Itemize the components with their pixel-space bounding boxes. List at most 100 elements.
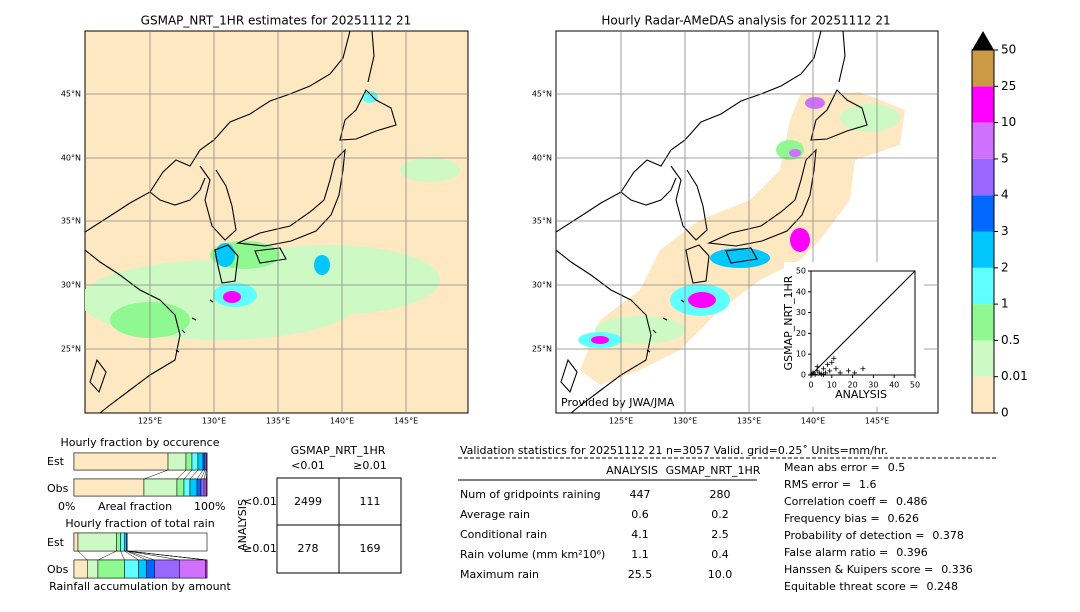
lon-label: 130°E [673, 417, 697, 426]
x-tick-label: 10 [827, 381, 837, 390]
score-name: False alarm ratio = [784, 546, 888, 559]
score-value: 0.5 [888, 461, 906, 474]
score-value: 0.336 [941, 563, 973, 576]
score-value: 0.486 [896, 495, 928, 508]
scatter-point [825, 362, 831, 368]
lat-label: 35°N [61, 217, 81, 226]
y-label: GSMAP_NRT_1HR [782, 275, 795, 370]
lat-label: 40°N [532, 154, 552, 163]
connector [120, 550, 125, 561]
colorbar-label: 2 [1001, 260, 1009, 274]
left-map: 45°N 40°N 35°N 30°N 25°N 125°E 130°E 135°E 140°E… [61, 30, 469, 426]
colorbar-segment [972, 86, 994, 123]
axis-label: Areal fraction [98, 500, 172, 513]
lon-label: 145°E [865, 417, 889, 426]
x-tick-label: 0 [808, 381, 813, 390]
column-label: GSMAP_NRT_1HR [666, 464, 761, 477]
lon-label: 125°E [609, 417, 633, 426]
score-value: 0.378 [932, 529, 964, 542]
colorbar-label: 3 [1001, 224, 1009, 238]
x-tick-label: 20 [848, 381, 858, 390]
scatter-point [852, 370, 858, 376]
cell: 278 [298, 542, 319, 555]
lon-label: 135°E [266, 417, 290, 426]
fraction-panels: Hourly fraction by occurence Est Obs 0% … [47, 436, 232, 593]
fraction-segment [167, 452, 187, 471]
score: Frequency bias = 0.626 [784, 512, 919, 525]
axis-right: 100% [194, 500, 225, 513]
score-value: 0.626 [888, 512, 920, 525]
colorbar: 0 0.01 0.5 1 2 3 4 5 10 25 50 [971, 31, 1028, 420]
fraction-segment [185, 452, 193, 471]
column-label: ≥0.01 [353, 459, 387, 472]
credit: Provided by JWA/JMA [561, 396, 675, 409]
row-label: Obs [47, 563, 69, 576]
stat-value: 0.4 [711, 548, 729, 561]
scatter-point [812, 371, 818, 377]
colorbar-label: 0.5 [1001, 333, 1020, 347]
fraction-segment [200, 478, 205, 497]
y-tick-label: 30 [796, 308, 806, 317]
score-value: 1.6 [859, 478, 877, 491]
y-tick-label: 0 [801, 371, 806, 380]
fraction-segment [124, 559, 139, 579]
column-label: <0.01 [291, 459, 325, 472]
column-label: ANALYSIS [606, 464, 658, 477]
colorbar-label: 4 [1001, 188, 1009, 202]
colorbar-segment [972, 122, 994, 159]
score-name: RMS error = [784, 478, 851, 491]
scatter-point [837, 370, 843, 376]
lat-label: 30°N [61, 281, 81, 290]
left-title: GSMAP_NRT_1HR estimates for 20251112 21 [141, 14, 412, 28]
score: Mean abs error = 0.5 [784, 461, 905, 474]
x-tick-label: 50 [910, 381, 920, 390]
stat-value: 280 [710, 488, 731, 501]
fraction-segment [138, 559, 147, 579]
fraction-segment [183, 478, 191, 497]
score: False alarm ratio = 0.396 [784, 546, 928, 559]
stat-value: 0.6 [631, 508, 649, 521]
score: Hanssen & Kuipers score = 0.336 [784, 563, 973, 576]
fraction-segment [205, 478, 208, 497]
colorbar-segment [972, 195, 994, 232]
lon-label: 135°E [737, 417, 761, 426]
scatter-point [820, 372, 826, 378]
fraction-segment [87, 559, 99, 579]
panel-title: Hourly fraction of total rain [65, 517, 214, 530]
stat-name: Rain volume (mm km²10⁶) [460, 548, 605, 561]
colorbar-label: 0.01 [1001, 369, 1028, 383]
fraction-segment [73, 452, 169, 471]
cell: 169 [360, 542, 381, 555]
scatter-point [809, 371, 815, 377]
fraction-segment [73, 559, 88, 579]
connector [196, 469, 204, 480]
connector [200, 469, 206, 480]
lat-label: 25°N [532, 345, 552, 354]
colorbar-label: 25 [1001, 79, 1016, 93]
row-label: Obs [47, 482, 69, 495]
fraction-segment [146, 559, 155, 579]
lon-label: 140°E [330, 417, 354, 426]
score-name: Mean abs error = [784, 461, 880, 474]
stat-value: 1.1 [631, 548, 649, 561]
axis-left: 0% [58, 500, 75, 513]
stat-value: 0.2 [711, 508, 729, 521]
fraction-segment [176, 478, 185, 497]
lon-label: 145°E [394, 417, 418, 426]
stat-name: Average rain [460, 508, 530, 521]
colorbar-label: 50 [1001, 43, 1016, 57]
fraction-segment [124, 532, 127, 552]
fraction-segment [203, 478, 207, 497]
row-label: ≥0.01 [243, 542, 277, 555]
stat-name: Maximum rain [460, 568, 539, 581]
fraction-segment [205, 559, 208, 579]
lon-label: 125°E [138, 417, 162, 426]
row-label: Est [47, 536, 65, 549]
validation-stats: Validation statistics for 20251112 21 n=… [458, 444, 996, 593]
fraction-segment [73, 532, 79, 552]
colorbar-label: 10 [1001, 115, 1016, 129]
connector [176, 469, 187, 480]
fraction-segment [202, 452, 206, 471]
lat-label: 45°N [532, 90, 552, 99]
